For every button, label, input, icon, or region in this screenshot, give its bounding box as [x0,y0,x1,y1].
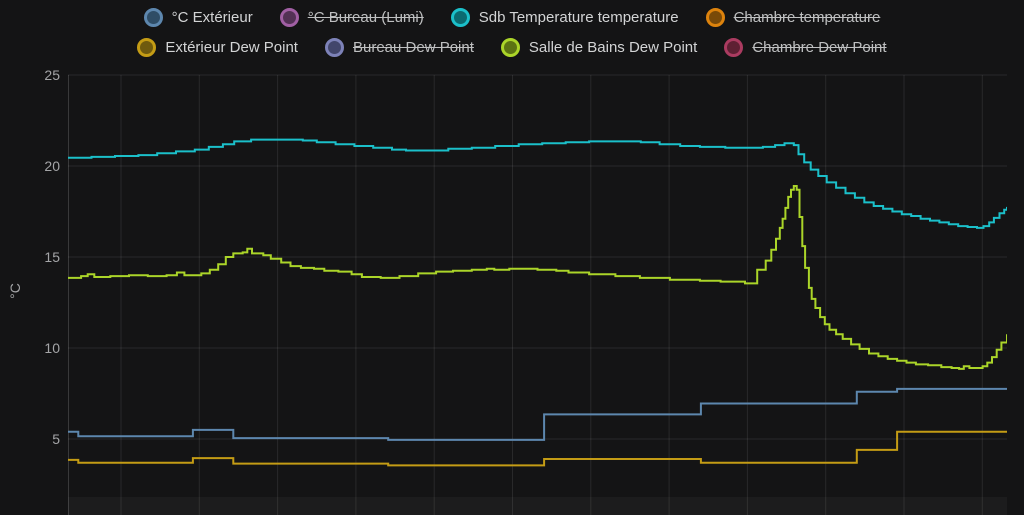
legend-item-label: Chambre Dew Point [752,38,887,56]
y-tick-5: 5 [52,431,60,447]
legend-item-bureau-lumi[interactable]: °C Bureau (Lumi) [279,7,424,27]
legend-item-exterieur-dew[interactable]: Extérieur Dew Point [137,37,298,57]
legend-item-label: Bureau Dew Point [352,38,474,56]
legend-item-label: Chambre temperature [733,8,881,26]
legend-item-label: °C Bureau (Lumi) [307,8,424,26]
legend-item-sdb-temperature[interactable]: Sdb Temperature temperature [450,7,679,27]
series-line-sdb-temperature [68,138,1007,229]
y-tick-20: 20 [44,158,60,174]
series-color-dot-sdb-temperature [450,7,470,27]
legend-item-chambre[interactable]: Chambre temperature [705,7,881,27]
legend-row-2: Extérieur Dew Point Bureau Dew Point Salle… [0,32,1024,62]
time-series-plot[interactable] [68,66,1007,515]
legend-row-1: °C Extérieur °C Bureau (Lumi) Sdb Temperat… [0,2,1024,32]
series-color-dot-bureau-dew [324,37,344,57]
y-tick-15: 15 [44,249,60,265]
legend-item-label: °C Extérieur [171,8,253,26]
legend-item-exterieur[interactable]: °C Extérieur [143,7,253,27]
series-color-dot-chambre-dew [724,37,744,57]
series-color-dot-sdb-dew [500,37,520,57]
y-tick-25: 25 [44,67,60,83]
series-line-exterieur-dew [68,430,1007,467]
legend-item-chambre-dew[interactable]: Chambre Dew Point [724,37,887,57]
legend-item-label: Sdb Temperature temperature [478,8,679,26]
legend-item-bureau-dew[interactable]: Bureau Dew Point [324,37,474,57]
legend: °C Extérieur °C Bureau (Lumi) Sdb Temperat… [0,2,1024,62]
series-color-dot-chambre [705,7,725,27]
series-color-dot-exterieur [143,7,163,27]
series-color-dot-bureau-lumi [279,7,299,27]
series-line-sdb-dew [68,185,1007,370]
series-color-dot-exterieur-dew [137,37,157,57]
legend-item-sdb-dew[interactable]: Salle de Bains Dew Point [500,37,698,57]
legend-item-label: Extérieur Dew Point [165,38,298,56]
x-axis-band [68,497,1007,515]
y-tick-10: 10 [44,340,60,356]
legend-item-label: Salle de Bains Dew Point [528,38,698,56]
series-line-exterieur [68,387,1007,441]
